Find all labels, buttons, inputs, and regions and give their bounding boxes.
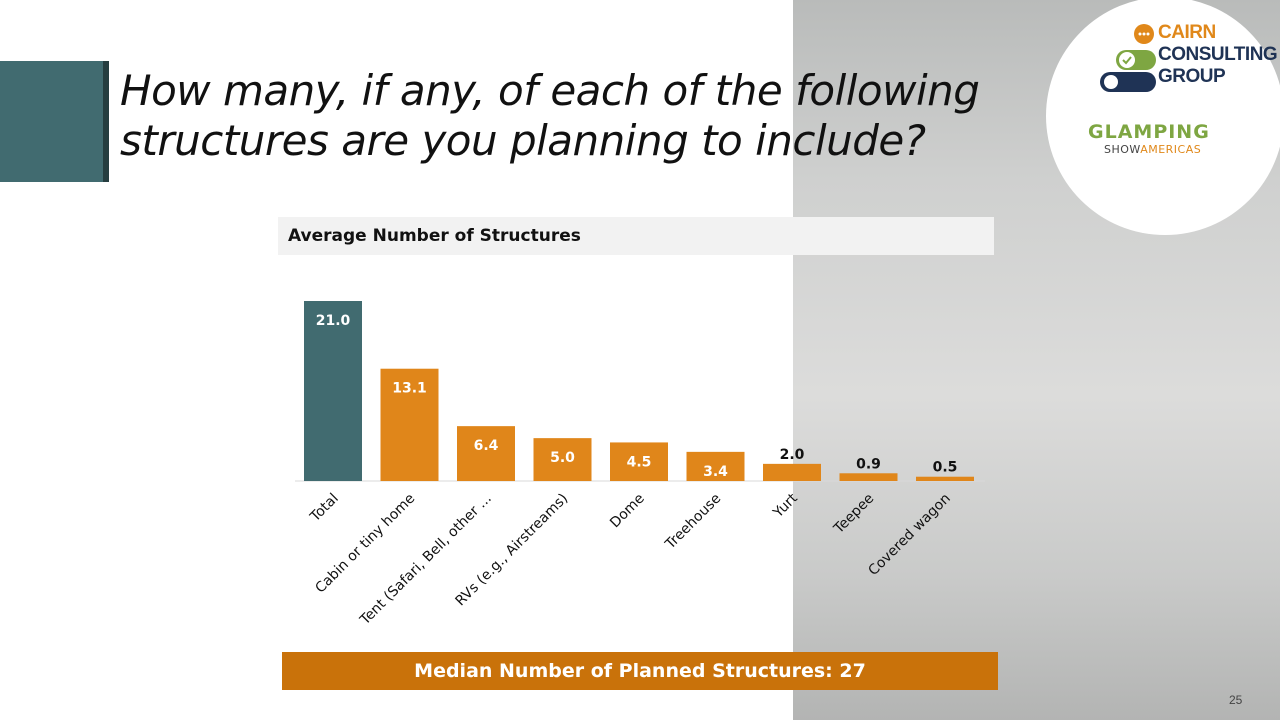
data-label-5: 3.4 — [703, 464, 728, 480]
title-accent-block — [0, 61, 103, 182]
group-word: GROUP — [1158, 66, 1226, 87]
bar-3 — [533, 438, 592, 481]
data-label-8: 0.5 — [933, 460, 958, 476]
data-label-4: 4.5 — [627, 454, 652, 470]
slide-title: How many, if any, of each of the followi… — [120, 66, 980, 165]
page-number: 25 — [1229, 693, 1243, 707]
category-label-2: Tent (Safari, Bell, other ... — [357, 491, 495, 629]
cairn-logo-icon — [1100, 24, 1156, 92]
category-label-5: Treehouse — [662, 491, 725, 554]
data-label-1: 13.1 — [392, 381, 427, 397]
cairn-word: CAIRN — [1158, 22, 1216, 43]
bar-1 — [380, 368, 439, 481]
show-americas-logo: SHOWAMERICAS — [1104, 143, 1201, 156]
title-accent-line — [103, 61, 109, 182]
cairn-logo-text: CAIRN CONSULTING GROUP — [1158, 22, 1278, 88]
show-word: SHOW — [1104, 143, 1141, 156]
bar-7 — [839, 473, 898, 481]
category-label-6: Yurt — [770, 490, 802, 522]
logo-badge — [1046, 0, 1280, 235]
data-label-0: 21.0 — [316, 313, 351, 329]
bar-0 — [304, 301, 362, 481]
bar-4 — [610, 442, 668, 481]
category-label-4: Dome — [607, 491, 648, 532]
bar-2 — [457, 426, 515, 481]
data-label-3: 5.0 — [550, 450, 575, 466]
americas-word: AMERICAS — [1140, 143, 1202, 156]
category-label-7: Teepee — [830, 491, 877, 538]
bar-5 — [686, 451, 745, 481]
chart-title: Average Number of Structures — [288, 226, 581, 246]
median-banner: Median Number of Planned Structures: 27 — [282, 652, 998, 690]
bar-8 — [916, 476, 974, 481]
category-label-8: Covered wagon — [865, 491, 953, 579]
bar-6 — [763, 463, 821, 481]
data-label-7: 0.9 — [856, 456, 881, 472]
consulting-word: CONSULTING — [1158, 44, 1278, 65]
chart-title-bar — [278, 217, 994, 255]
category-label-0: Total — [307, 491, 342, 526]
glamping-logo: GLAMPING — [1088, 121, 1210, 143]
data-label-2: 6.4 — [474, 438, 499, 454]
data-label-6: 2.0 — [780, 447, 805, 463]
